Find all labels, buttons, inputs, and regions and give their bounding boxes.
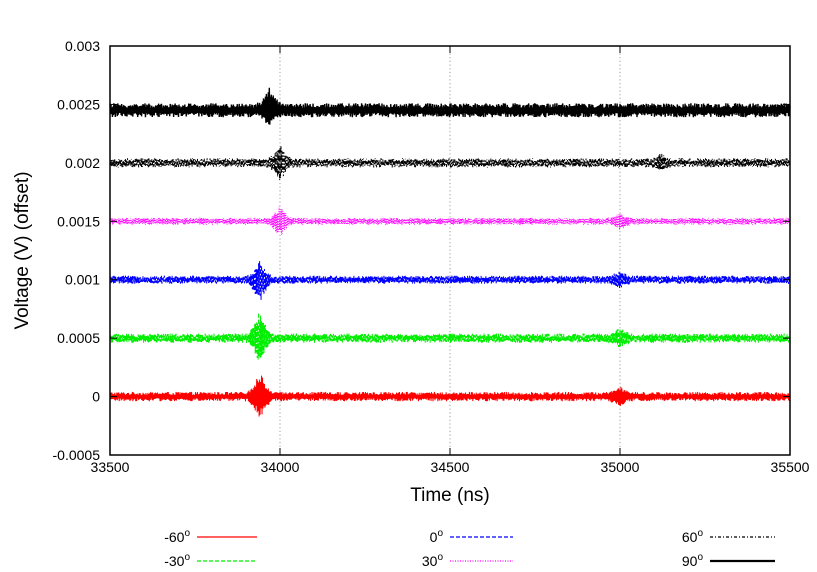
- legend-item-neg30: -30o: [164, 552, 257, 569]
- y-tick-label: 0.0025: [57, 96, 100, 112]
- legend-item-90: 90o: [682, 552, 775, 569]
- x-tick-label: 35000: [601, 459, 640, 475]
- series-line-neg60: [109, 375, 791, 417]
- legend-degree-sup: o: [184, 552, 190, 563]
- legend-label: -30o: [164, 552, 190, 569]
- legend-label: 30o: [422, 552, 444, 569]
- legend-degree-sup: o: [184, 528, 190, 539]
- x-axis-label: Time (ns): [410, 485, 490, 506]
- legend-item-30: 30o: [422, 552, 513, 569]
- series-line-0: [109, 261, 791, 300]
- legend-degree-sup: o: [437, 552, 443, 563]
- x-tick-label: 34500: [431, 459, 470, 475]
- series-line-90: [109, 87, 791, 125]
- legend-item-0: 0o: [430, 528, 513, 545]
- legend-degree-sup: o: [437, 528, 443, 539]
- legend-label: 0o: [430, 528, 444, 545]
- x-tick-label: 33500: [91, 459, 130, 475]
- axis-ticks: 33500 34000 34500 35000 35500 -0.0005 0 0.0005 0…: [53, 38, 810, 475]
- x-tick-label: 35500: [771, 459, 810, 475]
- y-tick-label: 0.0005: [57, 330, 100, 346]
- legend-label: -60o: [164, 528, 190, 545]
- series-line-60: [109, 145, 791, 180]
- y-axis-label: Voltage (V) (offset): [12, 171, 33, 329]
- y-tick-label: 0.0015: [57, 213, 100, 229]
- legend-degree-sup: o: [697, 552, 703, 563]
- legend-label: 60o: [682, 528, 704, 545]
- y-tick-label: 0.003: [65, 38, 100, 54]
- y-tick-label: -0.0005: [53, 447, 101, 463]
- x-tick-label: 34000: [261, 459, 300, 475]
- y-tick-label: 0: [92, 389, 100, 405]
- grid-lines: [279, 46, 621, 455]
- legend-label: 90o: [682, 552, 704, 569]
- legend-item-60: 60o: [682, 528, 775, 545]
- series-line-30: [109, 206, 791, 235]
- legend: -60o -30o 0o 30o 60o 90o: [164, 528, 775, 569]
- y-tick-label: 0.001: [65, 272, 100, 288]
- plot-frame: [109, 45, 791, 456]
- y-tick-label: 0.002: [65, 155, 100, 171]
- series-line-neg30: [109, 312, 791, 360]
- series-traces: [109, 87, 791, 417]
- legend-item-neg60: -60o: [164, 528, 257, 545]
- legend-degree-sup: o: [697, 528, 703, 539]
